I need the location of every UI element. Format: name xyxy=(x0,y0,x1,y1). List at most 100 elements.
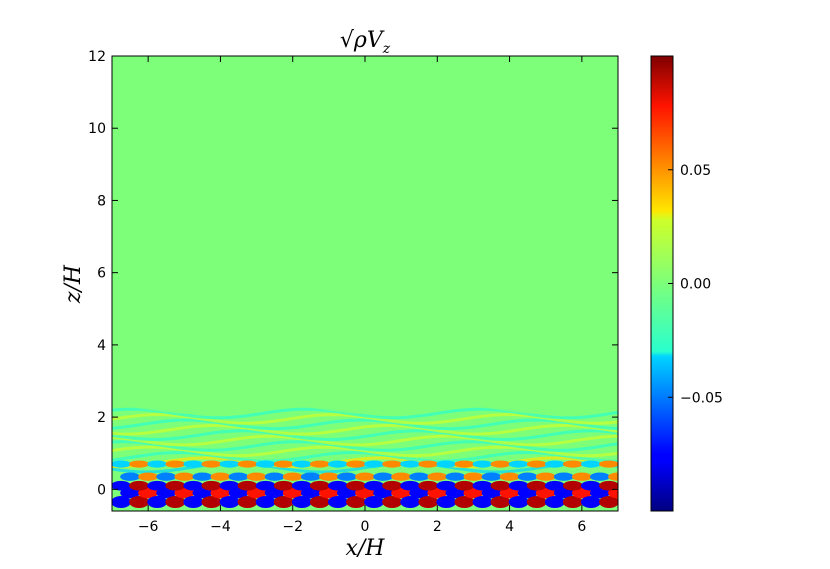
x-axis-ticks: −6 −4 −2 0 2 4 6 xyxy=(138,56,586,535)
heatmap-blob xyxy=(319,487,339,499)
heatmap-blob xyxy=(400,460,421,468)
heatmap-blob xyxy=(300,472,321,481)
heatmap-blob xyxy=(273,460,294,468)
heatmap-band xyxy=(112,456,618,469)
heatmap-blob xyxy=(255,496,276,508)
heatmap-blob xyxy=(454,480,475,491)
heatmap-blob xyxy=(147,496,168,508)
heatmap-blob xyxy=(562,480,583,491)
x-tick-label: −4 xyxy=(210,519,231,535)
heatmap-band xyxy=(112,402,618,414)
heatmap-band xyxy=(112,353,618,366)
heatmap-blob xyxy=(183,480,204,491)
heatmap-blob xyxy=(147,460,168,468)
heatmap-blob xyxy=(228,487,249,499)
heatmap-blob xyxy=(454,496,475,508)
heatmap-blob xyxy=(499,487,520,499)
heatmap-blob xyxy=(436,460,457,468)
heatmap-blob xyxy=(129,480,150,491)
heatmap-band xyxy=(112,434,618,447)
heatmap-blob xyxy=(237,496,258,508)
heatmap-blob xyxy=(282,487,303,499)
heatmap-blob xyxy=(427,487,448,499)
heatmap-blob xyxy=(201,496,222,508)
heatmap-blob xyxy=(112,460,131,468)
heatmap-blob xyxy=(174,472,195,481)
heatmap-band xyxy=(112,429,618,442)
heatmap-blob xyxy=(400,496,421,508)
heatmap-blob xyxy=(309,480,330,491)
heatmap-blob xyxy=(608,472,618,481)
heatmap-band xyxy=(112,331,618,344)
heatmap-blob xyxy=(219,460,240,468)
heatmap-blob xyxy=(472,496,493,508)
heatmap-blob xyxy=(581,480,601,491)
heatmap-blob xyxy=(382,480,402,491)
heatmap-blob xyxy=(391,472,411,481)
heatmap-blob xyxy=(581,460,601,468)
heatmap-blob xyxy=(210,472,231,481)
heatmap-band xyxy=(112,407,618,420)
x-tick-label: 6 xyxy=(577,519,586,535)
heatmap-blob xyxy=(409,472,430,481)
heatmap-blob xyxy=(129,496,150,508)
heatmap-blob xyxy=(599,480,618,491)
heatmap-blob xyxy=(138,472,159,481)
heatmap-bands xyxy=(112,326,618,508)
heatmap-blob xyxy=(517,487,538,499)
heatmap-blob xyxy=(490,460,511,468)
heatmap-blob xyxy=(328,480,348,491)
heatmap-blob xyxy=(445,487,466,499)
heatmap-blob xyxy=(112,480,131,491)
heatmap-band xyxy=(112,440,618,452)
x-tick-label: 2 xyxy=(433,519,442,535)
heatmap-blob xyxy=(219,496,240,508)
heatmap-band xyxy=(112,423,618,436)
heatmap-blob xyxy=(156,472,177,481)
heatmap-blob xyxy=(445,472,466,481)
heatmap-blob xyxy=(436,496,457,508)
heatmap-blob xyxy=(355,487,375,499)
heatmap-blob xyxy=(400,480,421,491)
heatmap-blob xyxy=(553,487,574,499)
heatmap-blob xyxy=(472,460,493,468)
heatmap-blob xyxy=(165,460,186,468)
heatmap-blob xyxy=(255,480,276,491)
heatmap-blob xyxy=(544,480,565,491)
heatmap-blob xyxy=(418,480,439,491)
y-tick-label: 2 xyxy=(97,410,106,426)
heatmap-blob xyxy=(319,472,339,481)
colorbar-ticks: 0.05 0.00 −0.05 xyxy=(668,163,723,406)
heatmap-blob xyxy=(192,487,213,499)
heatmap-blob xyxy=(183,496,204,508)
heatmap-blob xyxy=(373,472,393,481)
heatmap-blob xyxy=(273,496,294,508)
heatmap-blob xyxy=(255,460,276,468)
heatmap-blob xyxy=(309,496,330,508)
heatmap-blob xyxy=(382,460,402,468)
colorbar-tick-label: 0.05 xyxy=(680,163,711,179)
x-tick-label: −6 xyxy=(138,519,159,535)
heatmap-blob xyxy=(526,460,547,468)
heatmap-blob xyxy=(112,496,131,508)
heatmap-blob xyxy=(346,480,366,491)
heatmap-blob xyxy=(599,496,618,508)
heatmap-blob xyxy=(228,472,249,481)
x-tick-label: 4 xyxy=(505,519,514,535)
y-axis-label: z/H xyxy=(61,264,86,304)
heatmap-blob xyxy=(120,487,140,499)
heatmap-blob xyxy=(300,487,321,499)
y-tick-label: 6 xyxy=(97,266,106,282)
heatmap-blob xyxy=(237,460,258,468)
heatmap-blob xyxy=(490,480,511,491)
heatmap-blob xyxy=(364,480,384,491)
heatmap-blob xyxy=(544,460,565,468)
heatmap-blob xyxy=(535,472,556,481)
y-tick-label: 0 xyxy=(97,482,106,498)
heatmap-band xyxy=(112,358,618,371)
heatmap-blob xyxy=(599,460,618,468)
heatmap-band xyxy=(112,385,618,398)
heatmap-blob xyxy=(553,472,574,481)
heatmap-band xyxy=(112,369,618,382)
